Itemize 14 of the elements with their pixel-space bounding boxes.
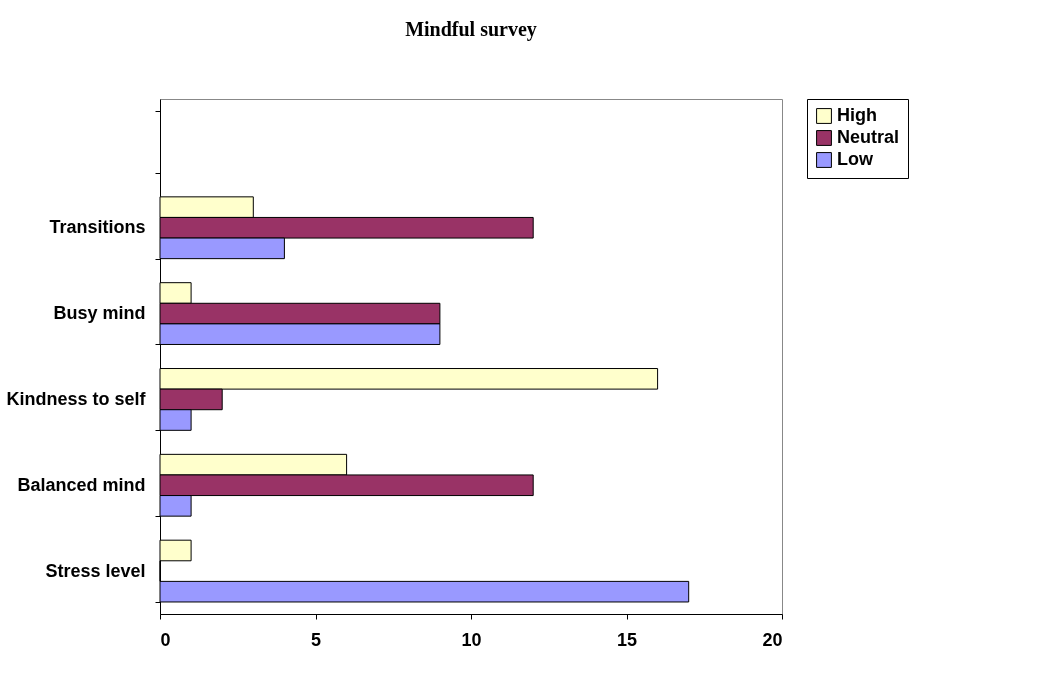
x-tick-label: 15 bbox=[616, 629, 638, 650]
y-tick-label: Balanced mind bbox=[17, 474, 146, 495]
chart-title: Mindful survey bbox=[405, 18, 537, 41]
y-tick-label: Busy mind bbox=[53, 303, 146, 324]
y-tick-label: Stress level bbox=[45, 560, 146, 581]
y-tick-label: Transitions bbox=[49, 217, 146, 238]
x-tick-label: 20 bbox=[762, 629, 783, 650]
x-tick-label: 0 bbox=[160, 629, 171, 650]
legend-label: Low bbox=[837, 149, 874, 169]
legend-label: High bbox=[837, 105, 877, 125]
legend-label: Neutral bbox=[837, 127, 900, 147]
y-tick-label: Kindness to self bbox=[6, 388, 147, 409]
x-tick-label: 5 bbox=[310, 629, 322, 650]
x-tick-label: 10 bbox=[461, 629, 482, 650]
